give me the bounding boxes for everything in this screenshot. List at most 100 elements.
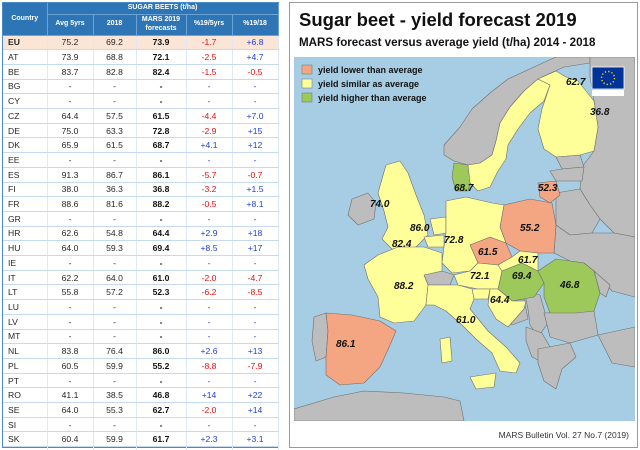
table-row: EU 75.2 69.2 73.9 -1.7 +6.8 — [3, 35, 279, 51]
p18-cell: +18 — [232, 226, 279, 242]
mars-cell: 46.8 — [136, 387, 187, 404]
legend-label-lower: yield lower than average — [318, 65, 423, 75]
map-legend: yield lower than average yield similar a… — [301, 64, 427, 103]
p5-cell: - — [186, 255, 233, 271]
group-header: SUGAR BEETS (t/ha) — [47, 3, 279, 15]
country-code-cell: IT — [3, 270, 48, 286]
p18-cell: +8.1 — [232, 196, 279, 212]
p5-cell: - — [186, 373, 233, 389]
p5-cell: -8.8 — [186, 358, 233, 374]
avg-cell: 83.7 — [47, 64, 94, 80]
p5-cell: -4.4 — [186, 108, 233, 124]
table-row: SI - - - - - — [3, 417, 279, 433]
label-HU: 69.4 — [512, 271, 532, 282]
col-avg-5yrs: Avg 5yrs — [47, 14, 94, 36]
country-code-cell: CZ — [3, 108, 48, 124]
y2018-cell: - — [93, 93, 137, 110]
country-BE — [423, 234, 445, 248]
mars-cell: 86.1 — [136, 167, 187, 183]
p18-cell: - — [232, 152, 279, 168]
p18-cell: -4.7 — [232, 270, 279, 286]
country-code-cell: PL — [3, 358, 48, 374]
p18-cell: - — [232, 314, 279, 330]
col-pct-19-5yrs: %19/5yrs — [186, 14, 233, 36]
table-row: AT 73.9 68.8 72.1 -2.5 +4.7 — [3, 49, 279, 65]
avg-cell: 62.2 — [47, 270, 94, 286]
country-code-cell: CY — [3, 93, 48, 110]
p18-cell: - — [232, 211, 279, 227]
mars-cell: 69.4 — [136, 240, 187, 257]
country-code-cell: LV — [3, 314, 48, 330]
avg-cell: 75.2 — [47, 35, 94, 51]
p5-cell: -0.5 — [186, 196, 233, 212]
p5-cell: - — [186, 417, 233, 433]
eu-flag-stars — [600, 70, 616, 86]
country-code-cell: FI — [3, 182, 48, 198]
p18-cell: - — [232, 373, 279, 389]
avg-cell: 64.0 — [47, 402, 94, 418]
y2018-cell: 57.5 — [93, 108, 137, 124]
y2018-cell: 68.8 — [93, 49, 137, 65]
p5-cell: - — [186, 329, 233, 345]
mars-cell: 62.7 — [136, 402, 187, 418]
y2018-cell: 86.7 — [93, 167, 137, 183]
avg-cell: - — [47, 211, 94, 227]
country-code-cell: IE — [3, 255, 48, 271]
mars-cell: - — [136, 299, 187, 315]
mars-cell: - — [136, 211, 187, 227]
y2018-cell: - — [93, 417, 137, 433]
country-code-cell: NL — [3, 343, 48, 359]
label-DE: 72.8 — [444, 235, 464, 246]
y2018-cell: 57.2 — [93, 284, 137, 301]
label-ES: 86.1 — [336, 339, 356, 350]
p18-cell: - — [232, 299, 279, 315]
y2018-cell: 59.3 — [93, 240, 137, 257]
country-code-cell: RO — [3, 387, 48, 404]
country-PT — [311, 312, 329, 362]
label-HR: 64.4 — [490, 295, 510, 306]
p5-cell: +14 — [186, 387, 233, 404]
table-row: IE - - - - - — [3, 255, 279, 271]
country-code-cell: BG — [3, 79, 48, 95]
country-code-cell: LU — [3, 299, 48, 315]
col-mars-2019: MARS 2019 forecasts — [136, 14, 187, 36]
country-SK — [497, 250, 539, 272]
country-code-cell: HU — [3, 240, 48, 257]
y2018-cell: 76.4 — [93, 343, 137, 359]
avg-cell: 75.0 — [47, 123, 94, 139]
y2018-cell: 36.3 — [93, 182, 137, 198]
avg-cell: 65.9 — [47, 137, 94, 154]
country-code-cell: DE — [3, 123, 48, 139]
table-row: PL 60.5 59.9 55.2 -8.8 -7.9 — [3, 358, 279, 374]
country-code-cell: AT — [3, 49, 48, 65]
legend-swatch-similar — [301, 78, 313, 89]
country-code-cell: SK — [3, 431, 48, 448]
p18-cell: - — [232, 93, 279, 110]
p5-cell: - — [186, 93, 233, 110]
eu-flag-caption-band — [592, 90, 624, 96]
country-code-cell: DK — [3, 137, 48, 154]
p5-cell: -1.7 — [186, 35, 233, 51]
p5-cell: - — [186, 79, 233, 95]
col-pct-19-18: %19/18 — [232, 14, 279, 36]
p5-cell: -2.0 — [186, 270, 233, 286]
label-NL: 86.0 — [410, 223, 430, 234]
p18-cell: - — [232, 255, 279, 271]
country-code-cell: SE — [3, 402, 48, 418]
y2018-cell: - — [93, 299, 137, 315]
y2018-cell: - — [93, 373, 137, 389]
mars-cell: 88.2 — [136, 196, 187, 212]
p18-cell: +1.5 — [232, 182, 279, 198]
country-code-cell: BE — [3, 64, 48, 80]
mars-cell: - — [136, 79, 187, 95]
p5-cell: -2.9 — [186, 123, 233, 139]
mars-cell: 68.7 — [136, 137, 187, 154]
p18-cell: +22 — [232, 387, 279, 404]
avg-cell: 83.8 — [47, 343, 94, 359]
country-code-cell: SI — [3, 417, 48, 433]
table-row: SK 60.4 59.9 61.7 +2.3 +3.1 — [3, 431, 279, 448]
eu-flag-logo — [591, 66, 625, 96]
country-LV — [549, 166, 585, 182]
country-RO — [537, 258, 601, 314]
country-UA — [553, 224, 635, 298]
